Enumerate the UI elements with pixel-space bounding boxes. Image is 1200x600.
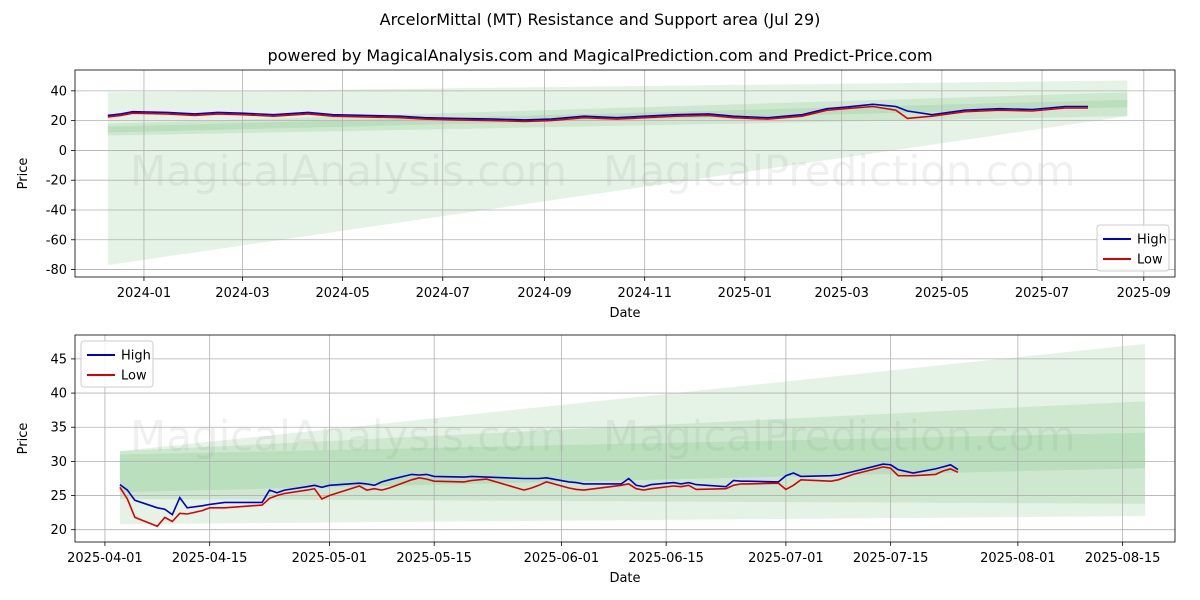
series-line-low (107, 105, 1088, 123)
tick-label-x: 2025-05-01 (292, 551, 368, 566)
legend-label-low: Low (1137, 253, 1163, 268)
legend-label-high: High (121, 349, 151, 364)
plot-frame (74, 334, 1176, 543)
watermark-right: MagicalPrediction.com (603, 412, 1076, 461)
y-axis-label: Price (16, 423, 31, 455)
tick-label-x: 2024-03 (215, 286, 269, 301)
tick-label-x: 2024-01 (117, 286, 171, 301)
tick-label-x: 2025-01 (718, 286, 772, 301)
tick-label-y: 20 (50, 114, 67, 129)
tick-label-x: 2025-09 (1117, 286, 1171, 301)
chart-subtitle: powered by MagicalAnalysis.com and Magic… (267, 46, 933, 65)
tick-label-x: 2025-04-01 (67, 551, 143, 566)
x-axis-label: Date (609, 571, 640, 586)
tick-label-y: 30 (50, 455, 67, 470)
tick-label-x: 2024-07 (416, 286, 470, 301)
series-line-high (119, 463, 959, 516)
tick-label-x: 2025-04-15 (172, 551, 248, 566)
tick-label-y: 0 (59, 144, 67, 159)
watermark-right: MagicalPrediction.com (603, 147, 1076, 196)
tick-label-x: 2025-03 (815, 286, 869, 301)
legend-label-low: Low (121, 369, 147, 384)
watermark-left: MagicalAnalysis.com (130, 147, 567, 196)
tick-label-x: 2024-09 (517, 286, 571, 301)
watermark-left: MagicalAnalysis.com (130, 412, 567, 461)
tick-label-x: 2025-08-01 (980, 551, 1056, 566)
tick-label-y: 40 (50, 84, 67, 99)
tick-label-y: 40 (50, 387, 67, 402)
band-1 (119, 343, 1146, 525)
tick-label-x: 2025-06-01 (524, 551, 600, 566)
series-line-low (119, 466, 959, 528)
tick-label-y: 45 (50, 352, 67, 367)
band-2 (107, 92, 1128, 136)
tick-label-y: -80 (46, 263, 67, 278)
tick-label-y: -40 (46, 203, 67, 218)
tick-label-y: 20 (50, 523, 67, 538)
tick-label-x: 2024-11 (618, 286, 672, 301)
tick-label-y: 25 (50, 489, 67, 504)
band-3 (119, 432, 1146, 493)
tick-label-x: 2025-08-15 (1085, 551, 1161, 566)
legend-label-high: High (1137, 233, 1167, 248)
plot-frame (74, 69, 1176, 278)
tick-label-x: 2025-07-15 (853, 551, 929, 566)
x-axis-label: Date (609, 306, 640, 321)
tick-label-y: -60 (46, 233, 67, 248)
tick-label-y: -20 (46, 174, 67, 189)
band-3 (107, 99, 1128, 133)
tick-label-y: 35 (50, 421, 67, 436)
series-line-high (107, 103, 1088, 121)
y-axis-label: Price (16, 158, 31, 190)
band-1 (107, 80, 1128, 266)
chart-title: ArcelorMittal (MT) Resistance and Suppor… (379, 10, 821, 29)
tick-label-x: 2025-05 (915, 286, 969, 301)
tick-label-x: 2025-06-15 (628, 551, 704, 566)
tick-label-x: 2025-05-15 (396, 551, 472, 566)
tick-label-x: 2024-05 (315, 286, 369, 301)
tick-label-x: 2025-07 (1015, 286, 1069, 301)
tick-label-x: 2025-07-01 (748, 551, 824, 566)
